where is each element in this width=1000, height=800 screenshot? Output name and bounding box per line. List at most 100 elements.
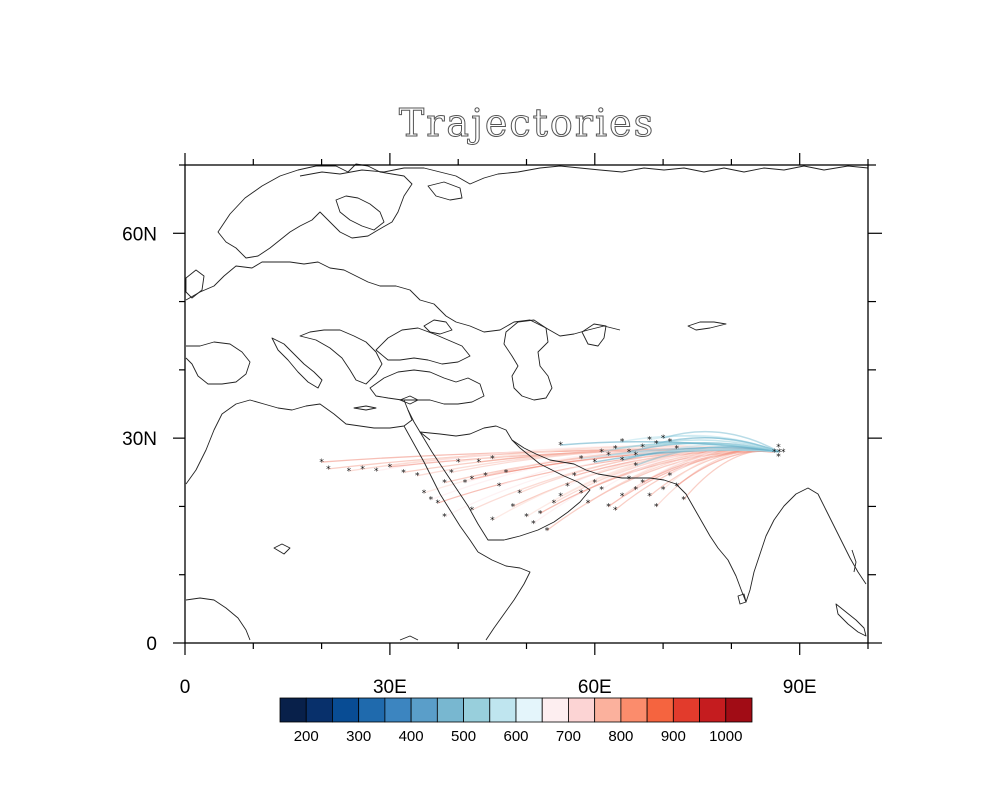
trajectory-endpoint-marker: * — [511, 502, 516, 512]
trajectory-endpoint-marker: * — [552, 499, 557, 509]
coastline-sumatra — [835, 603, 867, 637]
coastline-balkhash — [687, 321, 727, 331]
trajectory-endpoint-marker: * — [531, 520, 536, 530]
trajectory-endpoint-marker: * — [593, 479, 598, 489]
map-ticks: 0 30E 60E 90E 0 30N 60N — [122, 153, 882, 698]
trajectory-line — [560, 440, 780, 453]
trajectory-endpoint-marker: * — [415, 472, 420, 482]
coastline-caspian — [503, 319, 553, 401]
trajectory-endpoint-marker: * — [435, 499, 440, 509]
coastline-balkans — [299, 329, 383, 385]
colorbar-swatch — [489, 697, 517, 723]
trajectory-endpoint-marker: * — [422, 489, 427, 499]
coastline-lake-victoria — [399, 635, 419, 641]
coastline-baltic — [335, 195, 385, 231]
trajectory-endpoint-marker: * — [524, 513, 529, 523]
trajectory-endpoint-marker: * — [627, 448, 632, 458]
colorbar-swatch — [384, 697, 412, 723]
trajectory-endpoint-marker: * — [579, 455, 584, 465]
trajectory-endpoint-marker: * — [634, 461, 639, 471]
map-frame — [184, 164, 869, 644]
release-point-marker: * — [781, 448, 786, 458]
trajectory-endpoint-marker: * — [668, 438, 673, 448]
trajectory-endpoint-marker: * — [620, 492, 625, 502]
lat-tick-label: 30N — [122, 429, 157, 450]
colorbar-swatch — [279, 697, 307, 723]
colorbar-swatch — [305, 697, 333, 723]
coastline-arabia — [419, 425, 591, 541]
trajectory-endpoint-marker: * — [565, 482, 570, 492]
colorbar: 200 300 400 500 600 700 800 900 1000 — [279, 697, 753, 745]
coastline-black-sea — [375, 327, 471, 365]
trajectory-endpoint-marker: * — [668, 472, 673, 482]
colorbar-swatch — [699, 697, 727, 723]
coastline-north-russia — [299, 165, 869, 185]
trajectory-endpoint-marker: * — [647, 492, 652, 502]
colorbar-label: 200 — [294, 728, 319, 745]
trajectory-endpoint-marker: * — [490, 455, 495, 465]
coastline-azov — [423, 319, 453, 335]
colorbar-swatch — [332, 697, 360, 723]
colorbar-swatch — [358, 697, 386, 723]
colorbar-label: 400 — [399, 728, 424, 745]
trajectory-endpoint-marker: * — [599, 485, 604, 495]
release-point-marker: * — [776, 453, 781, 463]
lon-tick-label: 90E — [783, 677, 817, 698]
trajectory-endpoint-marker: * — [388, 463, 393, 473]
trajectory-endpoint-marker: * — [470, 506, 475, 516]
colorbar-label: 300 — [346, 728, 371, 745]
trajectory-endpoint-marker: * — [449, 468, 454, 478]
trajectory-endpoint-marker: * — [360, 465, 365, 475]
colorbar-label: 1000 — [709, 728, 742, 745]
trajectory-endpoint-marker: * — [463, 479, 468, 489]
trajectory-endpoint-marker: * — [347, 467, 352, 477]
lat-tick-label: 0 — [146, 634, 157, 655]
lon-tick-label: 0 — [180, 677, 191, 698]
trajectory-endpoint-marker: * — [490, 516, 495, 526]
coastline-western-europe — [185, 261, 621, 337]
trajectory-line — [662, 430, 780, 453]
colorbar-swatch — [620, 697, 648, 723]
trajectory-endpoint-marker: * — [326, 465, 331, 475]
trajectory-endpoint-marker: * — [442, 513, 447, 523]
trajectory-endpoint-marker: * — [654, 502, 659, 512]
trajectory-endpoint-marker: * — [504, 468, 509, 478]
map-title: Trajectories — [399, 101, 655, 145]
trajectory-endpoint-marker: * — [675, 482, 680, 492]
colorbar-swatch — [541, 697, 569, 723]
trajectory-endpoint-marker: * — [675, 444, 680, 454]
colorbar-swatch — [463, 697, 491, 723]
trajectory-markers: ** * * * ** *** ***** ********************* ****… — [319, 434, 786, 536]
coastline-aral — [581, 323, 607, 347]
coastline-andaman — [851, 549, 857, 573]
trajectory-endpoint-marker: * — [681, 496, 686, 506]
trajectory-endpoint-marker: * — [640, 479, 645, 489]
coastline-persian-gulf — [511, 439, 867, 603]
trajectory-endpoint-marker: * — [579, 489, 584, 499]
colorbar-swatch — [436, 697, 464, 723]
trajectory-endpoint-marker: * — [586, 499, 591, 509]
trajectory-endpoint-marker: * — [661, 434, 666, 444]
trajectory-endpoint-marker: * — [558, 492, 563, 502]
trajectory-endpoint-marker: * — [429, 496, 434, 506]
trajectory-endpoint-marker: * — [634, 485, 639, 495]
trajectory-endpoint-marker: * — [456, 458, 461, 468]
colorbar-swatch — [410, 697, 438, 723]
trajectory-endpoint-marker: * — [627, 475, 632, 485]
release-point-marker: * — [777, 448, 782, 458]
colorbar-swatch — [646, 697, 674, 723]
coastline-italy — [271, 337, 323, 389]
colorbar-label: 500 — [451, 728, 476, 745]
trajectory-endpoint-marker: * — [538, 509, 543, 519]
trajectory-endpoint-marker: * — [483, 472, 488, 482]
trajectory-line — [581, 449, 780, 460]
coastline-north-africa — [185, 399, 413, 485]
coastlines — [185, 163, 869, 641]
coastline-kola — [427, 181, 463, 201]
trajectory-endpoint-marker: * — [470, 475, 475, 485]
trajectory-endpoint-marker: * — [613, 444, 618, 454]
coastline-iberia — [185, 341, 251, 385]
lon-tick-label: 30E — [373, 677, 407, 698]
coastline-west-africa-gulf — [185, 597, 251, 641]
trajectory-endpoint-marker: * — [599, 448, 604, 458]
